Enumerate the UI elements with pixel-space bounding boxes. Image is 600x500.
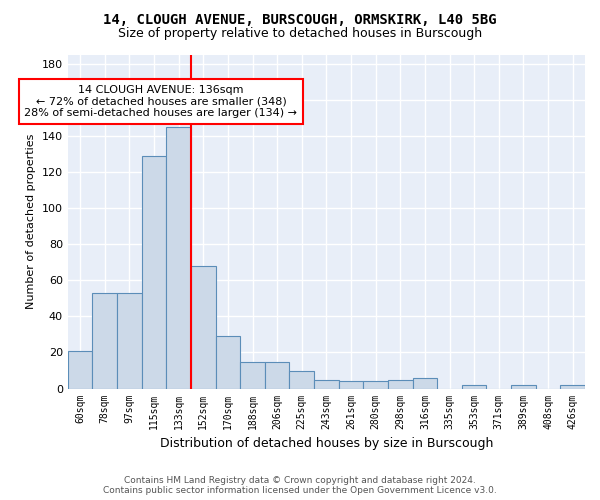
- Bar: [117, 293, 142, 388]
- Text: Size of property relative to detached houses in Burscough: Size of property relative to detached ho…: [118, 28, 482, 40]
- Bar: [314, 380, 339, 388]
- Bar: [92, 293, 117, 388]
- Text: 14, CLOUGH AVENUE, BURSCOUGH, ORMSKIRK, L40 5BG: 14, CLOUGH AVENUE, BURSCOUGH, ORMSKIRK, …: [103, 12, 497, 26]
- Bar: [413, 378, 437, 388]
- Text: Contains HM Land Registry data © Crown copyright and database right 2024.
Contai: Contains HM Land Registry data © Crown c…: [103, 476, 497, 495]
- Bar: [240, 362, 265, 388]
- Bar: [339, 382, 364, 388]
- Bar: [511, 385, 536, 388]
- Bar: [191, 266, 215, 388]
- Bar: [68, 350, 92, 389]
- Bar: [560, 385, 585, 388]
- Bar: [215, 336, 240, 388]
- Bar: [462, 385, 487, 388]
- Bar: [166, 127, 191, 388]
- Y-axis label: Number of detached properties: Number of detached properties: [26, 134, 36, 310]
- Bar: [265, 362, 289, 388]
- Bar: [289, 370, 314, 388]
- X-axis label: Distribution of detached houses by size in Burscough: Distribution of detached houses by size …: [160, 437, 493, 450]
- Bar: [388, 380, 413, 388]
- Bar: [364, 382, 388, 388]
- Bar: [142, 156, 166, 388]
- Text: 14 CLOUGH AVENUE: 136sqm
← 72% of detached houses are smaller (348)
28% of semi-: 14 CLOUGH AVENUE: 136sqm ← 72% of detach…: [25, 85, 298, 118]
